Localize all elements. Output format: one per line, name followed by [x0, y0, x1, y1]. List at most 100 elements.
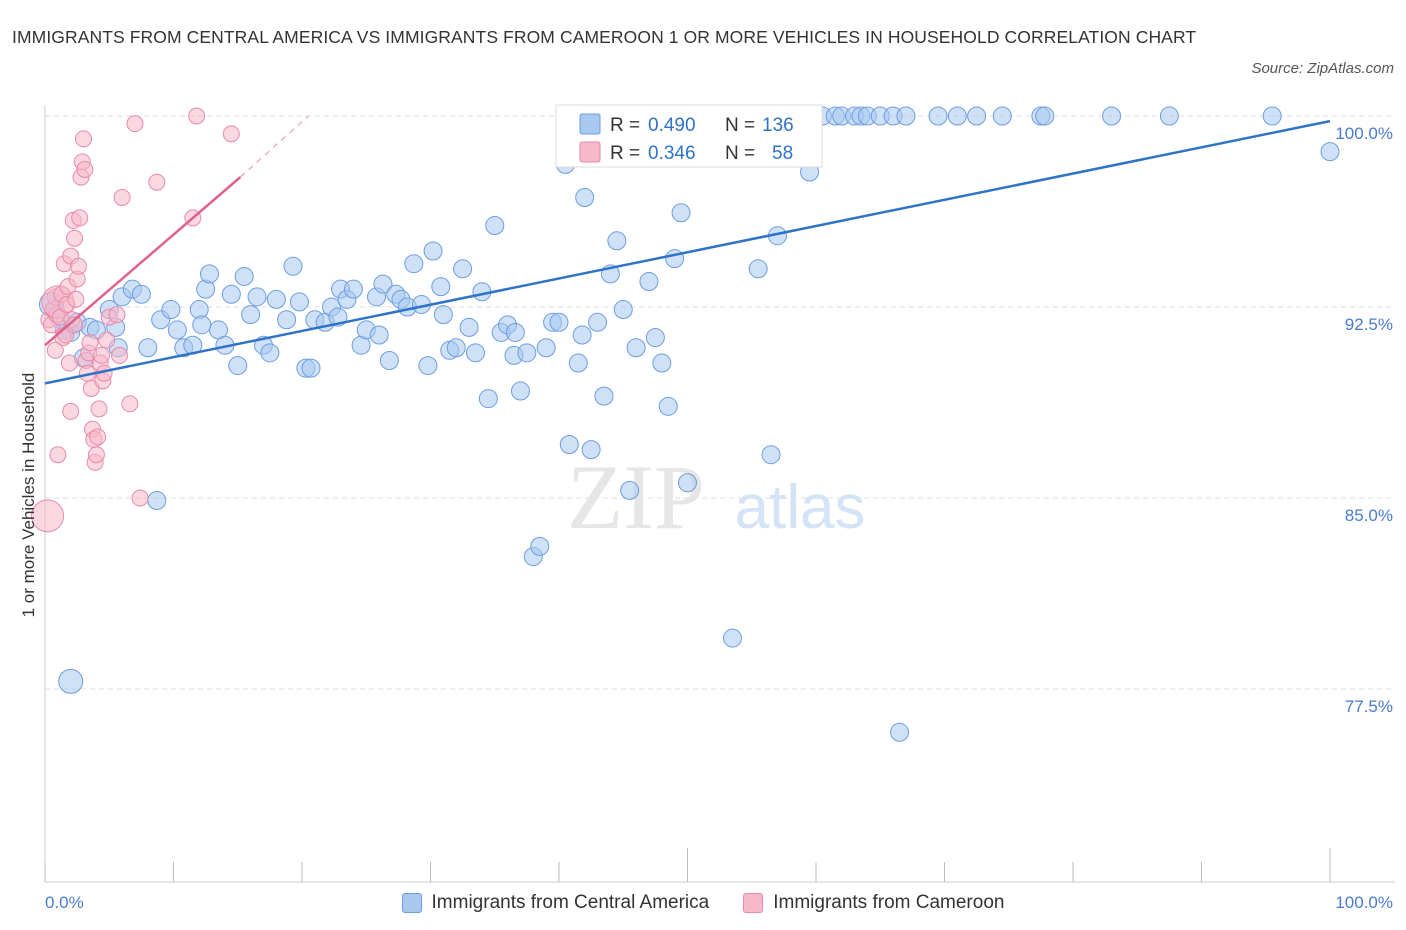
chart-title: IMMIGRANTS FROM CENTRAL AMERICA VS IMMIG… [12, 27, 1197, 47]
legend-n-label-2: N = [725, 143, 755, 164]
point-cameroon-42 [108, 306, 126, 324]
point-cameroon-16 [66, 229, 84, 247]
point-central-america-59 [446, 338, 466, 358]
point-central-america-44 [343, 279, 363, 299]
point-cameroon-23 [75, 130, 93, 148]
point-central-america-73 [536, 338, 556, 358]
stats-legend: R = 0.490 N = 136 R = 0.346 N = 58 [555, 104, 823, 168]
point-cameroon-44 [113, 188, 131, 206]
point-central-america-31 [260, 343, 280, 363]
point-central-america-129 [369, 325, 389, 345]
point-central-america-49 [379, 350, 399, 370]
point-cameroon-48 [148, 173, 166, 191]
point-central-america-124 [1262, 106, 1282, 126]
point-cameroon-47 [131, 489, 149, 507]
source-label: Source: ZipAtlas.com [1251, 60, 1394, 77]
y-tick-label-3: 77.5% [1345, 697, 1393, 716]
point-cameroon-50 [188, 107, 206, 125]
point-central-america-25 [221, 284, 241, 304]
point-cameroon-40 [98, 331, 116, 349]
point-central-america-114 [890, 722, 910, 742]
point-central-america-69 [510, 381, 530, 401]
point-cameroon-43 [111, 346, 129, 364]
legend-swatch-pink [579, 141, 601, 163]
point-central-america-92 [671, 203, 691, 223]
point-central-america-16 [161, 300, 181, 320]
point-central-america-135 [192, 315, 212, 335]
point-cameroon-51 [222, 125, 240, 143]
point-central-america-28 [241, 305, 261, 325]
point-central-america-102 [761, 445, 781, 465]
point-central-america-75 [549, 312, 569, 332]
point-central-america-14 [138, 338, 158, 358]
legend-swatch-cameroon [743, 893, 764, 913]
y-tick-label-0: 100.0% [1335, 124, 1393, 143]
point-central-america-22 [199, 264, 219, 284]
point-cameroon-24 [76, 160, 94, 178]
point-central-america-62 [465, 343, 485, 363]
point-central-america-72 [530, 536, 550, 556]
point-central-america-55 [418, 356, 438, 376]
point-central-america-90 [658, 396, 678, 416]
point-central-america-13 [131, 284, 151, 304]
legend-n-value-2: 58 [772, 143, 793, 164]
point-central-america-17 [167, 320, 187, 340]
point-central-america-78 [568, 353, 588, 373]
legend-label-cameroon: Immigrants from Cameroon [773, 892, 1005, 913]
point-central-america-35 [289, 292, 309, 312]
point-central-america-86 [620, 480, 640, 500]
point-central-america-126 [58, 668, 84, 694]
y-axis-label: 1 or more Vehicles in Household [19, 373, 38, 618]
point-central-america-56 [423, 241, 443, 261]
point-cameroon-55 [66, 316, 84, 334]
point-central-america-122 [1102, 106, 1122, 126]
point-central-america-48 [373, 274, 393, 294]
legend-item-cameroon: Immigrants from Cameroon [743, 888, 1004, 918]
point-cameroon-56 [31, 499, 65, 533]
point-central-america-57 [431, 277, 451, 297]
point-central-america-33 [277, 310, 297, 330]
point-central-america-64 [478, 389, 498, 409]
point-central-america-32 [266, 289, 286, 309]
point-central-america-61 [459, 317, 479, 337]
point-central-america-127 [147, 491, 167, 511]
point-central-america-101 [748, 259, 768, 279]
point-cameroon-54 [62, 402, 80, 420]
trend-line-central-america [44, 119, 1331, 385]
legend-swatch-blue [579, 113, 601, 135]
point-central-america-88 [639, 272, 659, 292]
point-cameroon-28 [81, 334, 99, 352]
x-tick-label-0: 0.0% [45, 893, 84, 912]
legend-r-value-1: 0.490 [648, 115, 696, 136]
legend-r-label-2: R = [610, 143, 640, 164]
trend-lines [44, 115, 1331, 385]
series-central-america-points [38, 106, 1340, 742]
point-central-america-80 [581, 440, 601, 460]
point-central-america-133 [645, 328, 665, 348]
point-central-america-53 [404, 254, 424, 274]
legend-item-central-america: Immigrants from Central America [401, 888, 709, 918]
trend-line-cameroon-extension [239, 115, 309, 178]
point-central-america-132 [572, 325, 592, 345]
point-central-america-93 [678, 473, 697, 493]
point-central-america-89 [652, 353, 672, 373]
point-central-america-123 [1159, 106, 1179, 126]
point-central-america-34 [283, 256, 303, 276]
point-central-america-70 [517, 343, 537, 363]
grid-lines [45, 115, 1395, 690]
point-central-america-79 [575, 187, 595, 207]
watermark-atlas: atlas [735, 473, 866, 542]
point-central-america-115 [896, 106, 916, 126]
y-tick-label-2: 85.0% [1345, 506, 1393, 525]
point-central-america-121 [1035, 106, 1055, 126]
point-cameroon-52 [46, 341, 64, 359]
point-central-america-77 [559, 435, 579, 455]
point-central-america-65 [485, 216, 505, 236]
point-central-america-131 [505, 322, 525, 342]
point-central-america-119 [992, 106, 1012, 126]
point-central-america-130 [433, 305, 453, 325]
point-cameroon-34 [89, 428, 107, 446]
point-central-america-26 [228, 356, 248, 376]
point-cameroon-46 [126, 115, 144, 133]
